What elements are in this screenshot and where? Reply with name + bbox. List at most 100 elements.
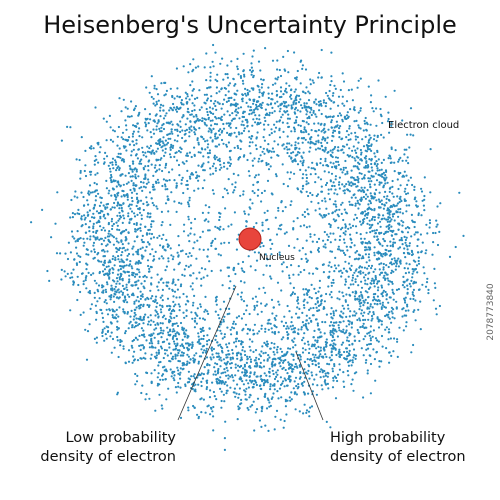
electron-dot — [118, 278, 121, 281]
electron-dot — [96, 300, 99, 303]
electron-dot — [259, 69, 262, 72]
electron-dot — [133, 308, 136, 311]
electron-dot — [389, 244, 392, 247]
electron-dot — [73, 258, 76, 261]
electron-dot — [267, 429, 270, 432]
electron-dot — [173, 374, 176, 377]
electron-dot — [74, 240, 77, 243]
electron-dot — [198, 127, 201, 130]
electron-dot — [121, 259, 124, 262]
electron-dot — [155, 103, 158, 106]
electron-dot — [304, 169, 307, 172]
electron-dot — [249, 358, 252, 361]
electron-dot — [194, 133, 197, 136]
electron-dot — [298, 307, 301, 310]
electron-dot — [331, 334, 334, 337]
electron-dot — [188, 196, 191, 199]
electron-dot — [434, 286, 437, 289]
electron-dot — [87, 271, 90, 274]
electron-dot — [154, 250, 157, 253]
electron-dot — [398, 223, 401, 226]
electron-dot — [70, 230, 74, 233]
electron-dot — [249, 405, 252, 408]
electron-dot — [243, 350, 246, 353]
electron-dot — [278, 136, 282, 139]
electron-dot — [229, 134, 232, 137]
electron-dot — [290, 144, 293, 147]
electron-dot — [332, 92, 335, 95]
electron-dot — [359, 148, 362, 152]
electron-dot — [400, 230, 404, 233]
electron-dot — [218, 102, 221, 105]
electron-dot — [282, 324, 285, 328]
electron-dot — [332, 203, 335, 206]
electron-dot — [110, 217, 114, 221]
electron-dot — [126, 107, 129, 110]
electron-dot — [254, 380, 257, 383]
electron-dot — [211, 189, 214, 192]
electron-dot — [164, 269, 167, 272]
electron-dot — [303, 368, 306, 371]
electron-dot — [414, 231, 418, 234]
electron-dot — [109, 138, 112, 141]
electron-dot — [243, 210, 246, 213]
electron-dot — [301, 351, 305, 354]
electron-dot — [132, 359, 136, 362]
electron-dot — [246, 327, 250, 331]
electron-dot — [303, 126, 306, 129]
electron-dot — [344, 278, 347, 281]
electron-dot — [165, 143, 168, 146]
electron-dot — [372, 270, 375, 273]
electron-dot — [173, 268, 176, 271]
electron-dot — [173, 106, 176, 109]
electron-dot — [116, 320, 119, 323]
electron-dot — [202, 373, 205, 376]
electron-dot — [274, 318, 277, 321]
electron-dot — [135, 299, 138, 302]
electron-dot — [337, 264, 340, 267]
electron-dot — [195, 113, 198, 117]
electron-dot — [370, 174, 373, 177]
electron-dot — [344, 233, 347, 236]
electron-dot — [372, 348, 375, 351]
electron-dot — [193, 97, 197, 100]
electron-dot — [354, 251, 357, 254]
electron-dot — [406, 278, 409, 281]
electron-dot — [171, 324, 174, 327]
electron-dot — [199, 305, 202, 308]
electron-dot — [188, 135, 191, 138]
electron-dot — [310, 167, 313, 170]
electron-dot — [361, 222, 364, 225]
electron-dot — [345, 130, 349, 133]
electron-dot — [337, 226, 340, 229]
electron-dot — [116, 214, 119, 217]
electron-dot — [231, 352, 234, 355]
electron-dot — [85, 275, 88, 278]
electron-dot — [281, 210, 284, 213]
electron-dot — [308, 289, 311, 292]
electron-dot — [284, 400, 287, 403]
electron-dot — [153, 166, 156, 169]
electron-dot — [382, 289, 385, 292]
electron-dot — [277, 227, 280, 230]
electron-dot — [344, 280, 348, 283]
electron-dot — [279, 418, 282, 421]
electron-dot — [357, 79, 360, 82]
electron-dot — [307, 410, 311, 413]
electron-dot — [130, 115, 133, 118]
electron-dot — [252, 333, 255, 336]
electron-dot — [388, 351, 391, 354]
electron-dot — [301, 119, 304, 123]
electron-dot — [220, 399, 223, 403]
electron-dot — [257, 251, 260, 254]
electron-dot — [116, 328, 119, 331]
electron-dot — [390, 310, 393, 313]
electron-dot — [234, 186, 237, 189]
electron-dot — [395, 306, 398, 309]
electron-dot — [182, 292, 185, 296]
electron-dot — [135, 125, 138, 128]
electron-dot — [396, 338, 399, 341]
electron-dot — [236, 144, 239, 148]
electron-dot — [372, 282, 375, 285]
electron-dot — [401, 119, 404, 122]
